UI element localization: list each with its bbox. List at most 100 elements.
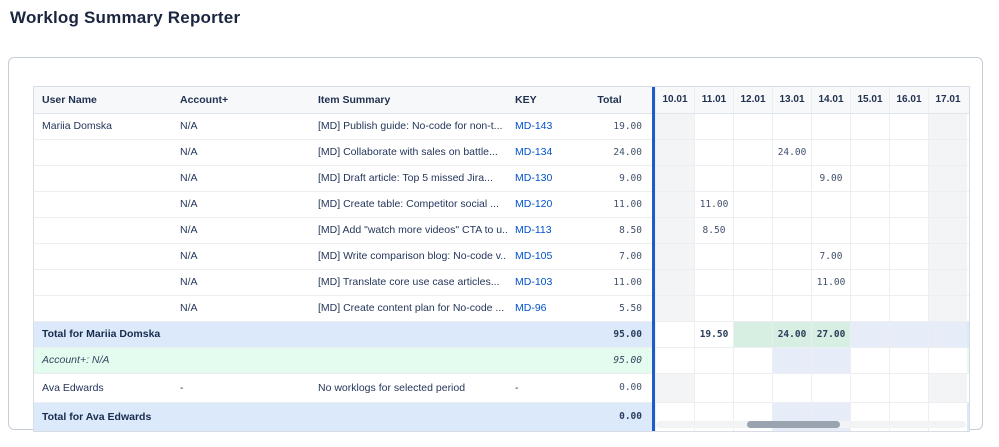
grid-cell [889, 218, 928, 243]
date-column-header: 17.01 [928, 87, 967, 113]
grid-cell [655, 296, 694, 321]
grid-cell [733, 322, 772, 347]
grid-cell [889, 374, 928, 402]
date-column-header: 13.01 [772, 87, 811, 113]
user-name-cell [34, 140, 172, 165]
account-cell: - [180, 382, 184, 394]
table-row: N/A [MD] Draft article: Top 5 missed Jira… [34, 166, 969, 192]
issue-key-link[interactable]: MD-120 [515, 198, 553, 210]
grid-cell [694, 166, 733, 191]
grid-cell [694, 140, 733, 165]
grid-cell [811, 218, 850, 243]
grid-cell [928, 140, 967, 165]
grid-cell [889, 296, 928, 321]
row-label-cell: Total for Ava Edwards [42, 411, 152, 423]
grid-cell [772, 192, 811, 217]
user-name-cell [34, 270, 172, 295]
grid-cell [655, 166, 694, 191]
grid-cell [655, 348, 694, 373]
account-total-row: Account+: N/A 95.00 [34, 348, 969, 374]
grid-cell [889, 114, 928, 139]
grid-cell [733, 374, 772, 402]
grid-cell [733, 348, 772, 373]
grid-cell [850, 348, 889, 373]
grid-cell [772, 296, 811, 321]
item-summary-cell: [MD] Write comparison blog: No-code v... [318, 250, 507, 262]
grid-cell [928, 322, 967, 347]
table-row: Mariia Domska N/A [MD] Publish guide: No-c… [34, 114, 969, 140]
account-cell: N/A [180, 250, 198, 262]
column-header-user-name: User Name [42, 94, 97, 106]
grid-cell [811, 114, 850, 139]
date-column-header: 15.01 [850, 87, 889, 113]
grid-cell [889, 244, 928, 269]
column-header-key: KEY [515, 94, 537, 106]
issue-key-link[interactable]: MD-103 [515, 276, 553, 288]
grid-cell [850, 296, 889, 321]
total-cell: 0.00 [619, 411, 642, 422]
key-cell: MD-143 [507, 114, 567, 139]
key-cell: MD-134 [507, 140, 567, 165]
worklog-table: User Name Account+ Item Summary KEY Tota… [33, 86, 970, 432]
grid-cell [889, 322, 928, 347]
total-cell: 19.00 [613, 121, 642, 132]
table-row: N/A [MD] Create content plan for No-code … [34, 296, 969, 322]
grid-cell [694, 270, 733, 295]
grid-cell [928, 114, 967, 139]
account-cell: N/A [180, 172, 198, 184]
table-body: Mariia Domska N/A [MD] Publish guide: No-c… [34, 114, 969, 431]
grid-cell [655, 374, 694, 402]
grid-cell [928, 166, 967, 191]
date-column-header: 12.01 [733, 87, 772, 113]
page-title: Worklog Summary Reporter [10, 8, 241, 27]
grid-cell [655, 218, 694, 243]
grid-cell [655, 192, 694, 217]
total-cell: 8.50 [619, 225, 642, 236]
grid-cell [811, 192, 850, 217]
total-cell: 11.00 [613, 199, 642, 210]
grid-cell [733, 192, 772, 217]
row-label-cell: Account+: N/A [42, 354, 110, 366]
key-cell: MD-120 [507, 192, 567, 217]
account-cell: N/A [180, 120, 198, 132]
item-summary-cell: [MD] Create content plan for No-code ... [318, 302, 505, 314]
grid-cell [733, 296, 772, 321]
user-name-cell [34, 218, 172, 243]
grid-cell [655, 140, 694, 165]
row-label-cell: Total for Mariia Domska [42, 328, 161, 340]
key-cell: MD-96 [507, 296, 567, 321]
item-summary-cell: [MD] Publish guide: No-code for non-t... [318, 120, 503, 132]
key-cell: MD-105 [507, 244, 567, 269]
grid-cell [694, 296, 733, 321]
grid-cell [850, 322, 889, 347]
table-row: N/A [MD] Add "watch more videos" CTA to u… [34, 218, 969, 244]
grid-cell [811, 140, 850, 165]
grid-cell [772, 374, 811, 402]
total-cell: 5.50 [619, 303, 642, 314]
grid-cell [733, 140, 772, 165]
grid-cell: 7.00 [811, 244, 850, 269]
grid-cell [694, 348, 733, 373]
issue-key-link[interactable]: MD-134 [515, 146, 553, 158]
user-name-cell [34, 244, 172, 269]
grid-cell [694, 114, 733, 139]
grid-divider-line [652, 87, 655, 431]
key-cell: - [515, 382, 519, 394]
item-summary-cell: [MD] Create table: Competitor social ... [318, 198, 499, 210]
user-name-cell [34, 192, 172, 217]
account-cell: N/A [180, 198, 198, 210]
grid-cell [655, 244, 694, 269]
grid-cell [928, 270, 967, 295]
grid-cell [694, 244, 733, 269]
issue-key-link[interactable]: MD-130 [515, 172, 553, 184]
horizontal-scrollbar-thumb[interactable] [747, 421, 840, 428]
account-cell: N/A [180, 146, 198, 158]
issue-key-link[interactable]: MD-105 [515, 250, 553, 262]
grid-cell [928, 296, 967, 321]
issue-key-link[interactable]: MD-96 [515, 302, 547, 314]
grid-cell: 24.00 [772, 140, 811, 165]
issue-key-link[interactable]: MD-143 [515, 120, 553, 132]
table-row: N/A [MD] Collaborate with sales on battle… [34, 140, 969, 166]
grid-cell: 8.50 [694, 218, 733, 243]
issue-key-link[interactable]: MD-113 [515, 224, 552, 236]
